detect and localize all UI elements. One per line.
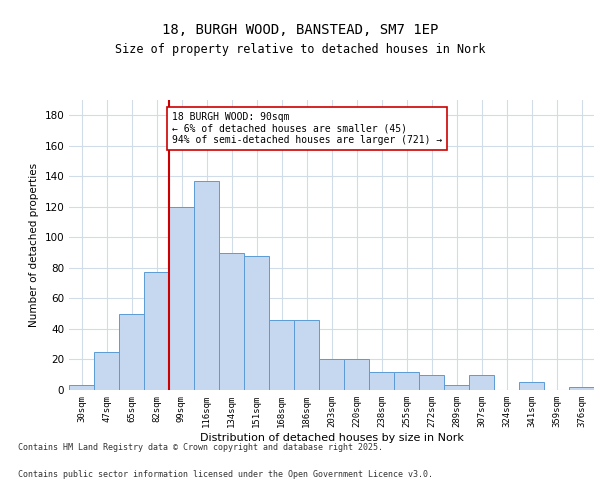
Text: Size of property relative to detached houses in Nork: Size of property relative to detached ho… xyxy=(115,42,485,56)
Bar xyxy=(419,374,444,390)
Bar xyxy=(269,320,294,390)
Bar xyxy=(569,387,594,390)
Text: Contains public sector information licensed under the Open Government Licence v3: Contains public sector information licen… xyxy=(18,470,433,479)
Bar xyxy=(294,320,319,390)
Bar xyxy=(444,386,469,390)
Bar xyxy=(344,360,369,390)
Bar xyxy=(369,372,394,390)
Bar xyxy=(244,256,269,390)
Bar xyxy=(94,352,119,390)
Bar xyxy=(119,314,144,390)
Text: Contains HM Land Registry data © Crown copyright and database right 2025.: Contains HM Land Registry data © Crown c… xyxy=(18,442,383,452)
Bar xyxy=(319,360,344,390)
Bar xyxy=(144,272,169,390)
Text: 18, BURGH WOOD, BANSTEAD, SM7 1EP: 18, BURGH WOOD, BANSTEAD, SM7 1EP xyxy=(162,22,438,36)
Bar xyxy=(469,374,494,390)
Bar xyxy=(219,252,244,390)
Bar xyxy=(169,207,194,390)
Bar xyxy=(519,382,544,390)
Text: 18 BURGH WOOD: 90sqm
← 6% of detached houses are smaller (45)
94% of semi-detach: 18 BURGH WOOD: 90sqm ← 6% of detached ho… xyxy=(172,112,442,146)
Y-axis label: Number of detached properties: Number of detached properties xyxy=(29,163,39,327)
X-axis label: Distribution of detached houses by size in Nork: Distribution of detached houses by size … xyxy=(200,432,463,442)
Bar xyxy=(394,372,419,390)
Bar xyxy=(194,181,219,390)
Bar xyxy=(69,386,94,390)
